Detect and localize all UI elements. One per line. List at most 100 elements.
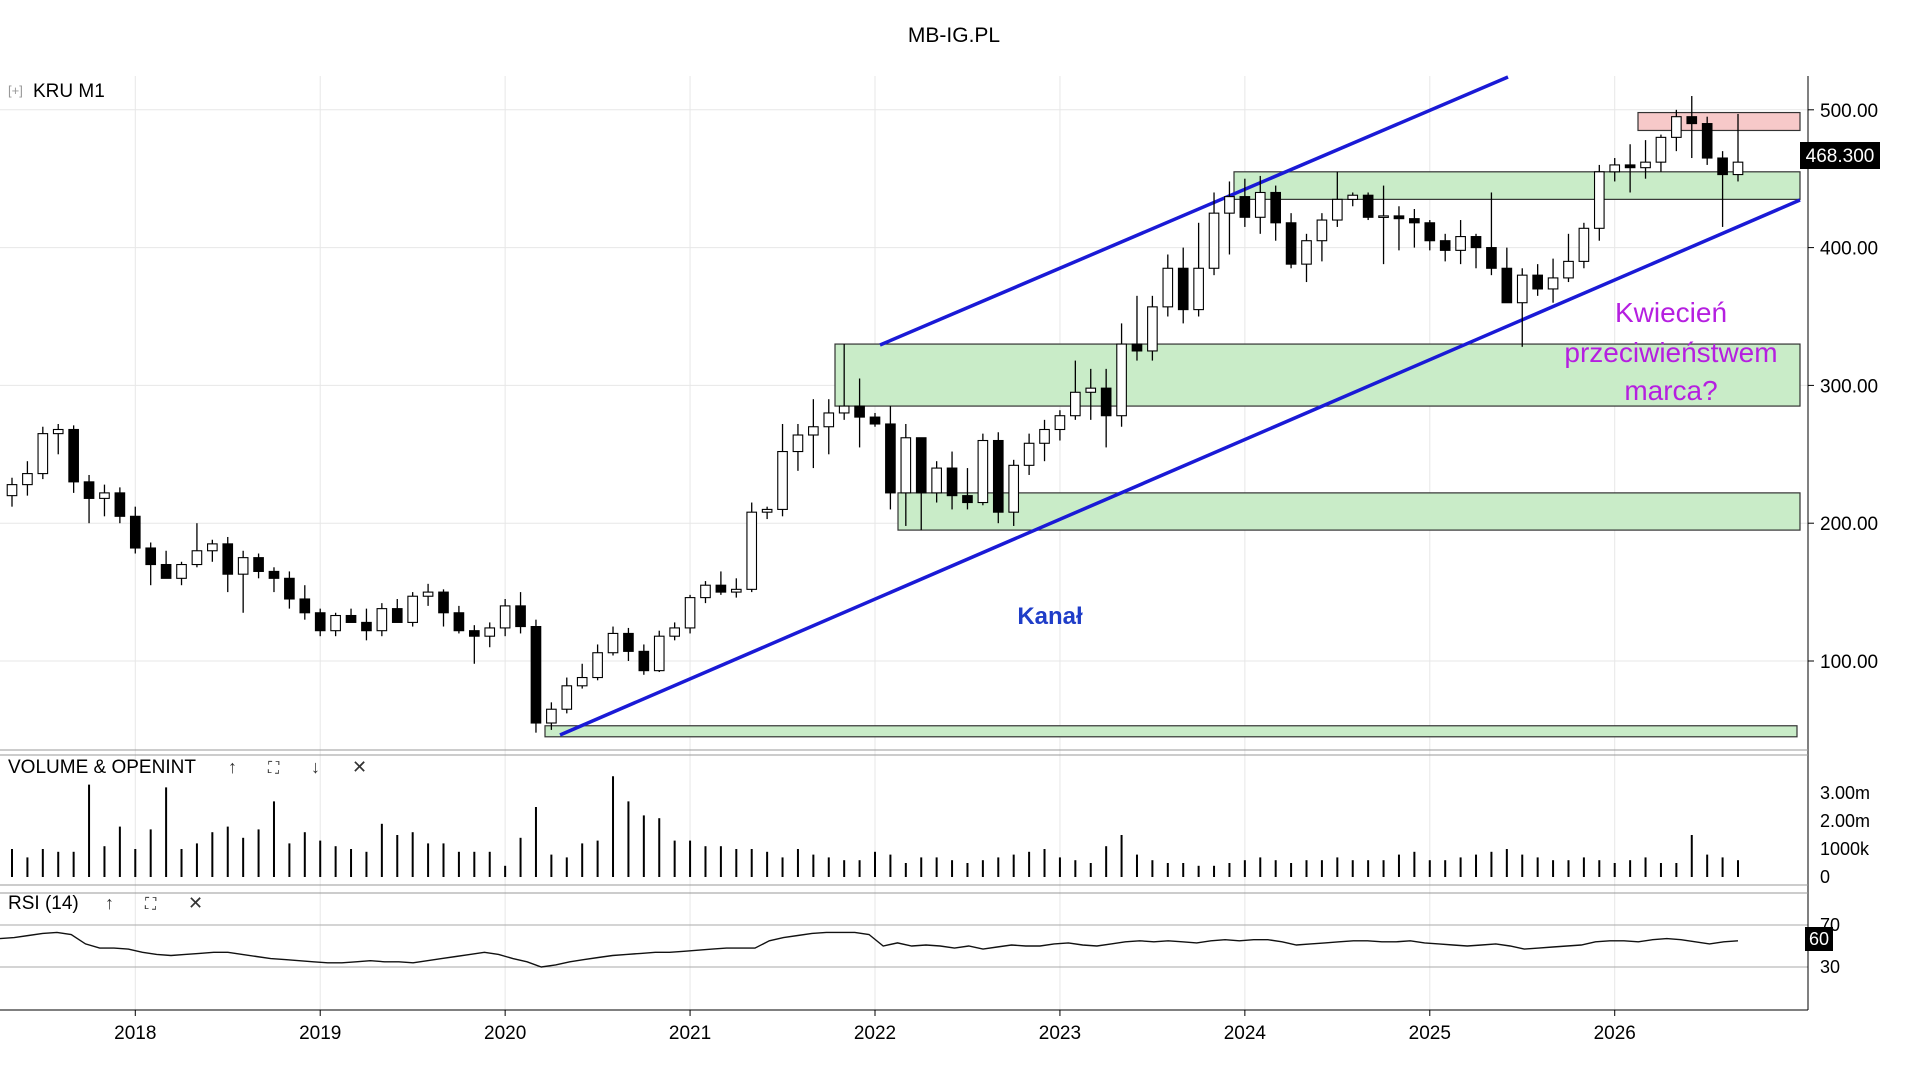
candle-body xyxy=(1239,196,1251,218)
candle-body xyxy=(1347,194,1359,200)
volume-maximize-icon[interactable]: ⛶ xyxy=(268,760,280,777)
candles xyxy=(6,96,1744,733)
candle-body xyxy=(592,652,603,679)
price-tick-label: 400.00 xyxy=(1820,239,1878,260)
candle-body xyxy=(1640,161,1651,169)
candle-body xyxy=(1331,198,1343,221)
candle-body xyxy=(561,685,573,710)
candle-body xyxy=(715,584,727,593)
candle-body xyxy=(145,547,157,566)
candle-body xyxy=(900,437,912,494)
year-tick-label: 2026 xyxy=(1594,1023,1636,1044)
candle-body xyxy=(530,625,542,724)
candle-body xyxy=(823,412,835,428)
candle-body xyxy=(453,612,465,632)
candle-body xyxy=(808,426,819,436)
price-tick-label: 200.00 xyxy=(1820,514,1878,535)
candle-body xyxy=(330,614,341,632)
rsi-last-tag xyxy=(1805,927,1833,951)
candle-body xyxy=(83,481,95,499)
volume-panel-title: VOLUME & OPENINT xyxy=(8,757,196,778)
candle-body xyxy=(946,467,958,497)
symbol-expand-icon[interactable]: [+] xyxy=(8,83,23,98)
candle-body xyxy=(1516,274,1528,304)
volume-tick-label: 0 xyxy=(1820,867,1830,887)
candle-body xyxy=(623,632,634,652)
candle-body xyxy=(1254,191,1266,218)
year-tick-label: 2022 xyxy=(854,1023,896,1044)
candle-body xyxy=(700,584,711,599)
candle-body xyxy=(1008,464,1020,513)
candle-body xyxy=(1316,219,1328,242)
candle-body xyxy=(546,708,557,724)
candle-body xyxy=(962,495,973,504)
candle-body xyxy=(361,621,372,632)
candle-body xyxy=(838,405,850,414)
candle-body xyxy=(114,492,126,517)
candle-body xyxy=(176,563,187,579)
rsi-series-line xyxy=(0,931,1739,968)
zones xyxy=(544,111,1801,738)
annotation-question-line-1: Kwiecień xyxy=(1615,297,1727,328)
candle-body xyxy=(1547,277,1559,290)
candle-body xyxy=(1701,123,1713,159)
candle-body xyxy=(1409,218,1420,224)
volume-close-icon[interactable]: ✕ xyxy=(352,757,367,777)
annotation-question-line-3: marca? xyxy=(1624,375,1717,406)
candle-body xyxy=(1563,260,1574,279)
candle-body xyxy=(1578,227,1590,262)
candle-body xyxy=(345,614,357,623)
rsi-panel-title: RSI (14) xyxy=(8,893,79,914)
last-price-tag xyxy=(1800,142,1880,169)
candle-body xyxy=(6,484,18,497)
volume-move-up-icon[interactable]: ↑ xyxy=(228,757,237,777)
candle-body xyxy=(422,591,434,597)
candle-body xyxy=(1301,240,1312,265)
candle-body xyxy=(1270,191,1282,224)
candle-body xyxy=(931,467,942,494)
candle-body xyxy=(1439,240,1451,251)
rsi-maximize-icon[interactable]: ⛶ xyxy=(145,896,157,913)
volume-tick-label: 2.00m xyxy=(1820,811,1870,831)
annotation-question-line-2: przeciwieństwem xyxy=(1564,337,1777,368)
rsi-close-icon[interactable]: ✕ xyxy=(188,893,203,913)
candle-body xyxy=(653,635,665,672)
support-zone xyxy=(897,492,1801,531)
page-title: MB-IG.PL xyxy=(908,24,1000,47)
candle-body xyxy=(1655,136,1667,163)
candle-body xyxy=(992,439,1004,513)
candle-body xyxy=(1686,116,1698,125)
candle-body xyxy=(915,437,927,494)
resistance-zone xyxy=(1637,111,1801,132)
rsi-move-up-icon[interactable]: ↑ xyxy=(105,893,114,913)
year-tick-label: 2024 xyxy=(1224,1023,1267,1044)
candle-body xyxy=(468,630,480,637)
year-tick-label: 2020 xyxy=(484,1023,526,1044)
candle-body xyxy=(391,608,403,623)
candle-body xyxy=(1177,267,1189,311)
candle-body xyxy=(746,511,758,590)
candle-body xyxy=(761,508,773,513)
channel xyxy=(559,75,1801,737)
candle-body xyxy=(207,543,218,552)
candle-body xyxy=(1023,442,1035,466)
channel-lower-line xyxy=(559,198,1801,737)
last-price-label: 468.300 xyxy=(1806,146,1875,167)
candle-body xyxy=(730,588,742,593)
candle-body xyxy=(1470,236,1482,249)
volume-tick-label: 3.00m xyxy=(1820,783,1870,803)
candle-body xyxy=(854,405,865,418)
candle-body xyxy=(499,605,511,629)
candle-body xyxy=(22,473,33,486)
candle-body xyxy=(1455,236,1466,251)
candle-body xyxy=(1717,157,1728,176)
candle-body xyxy=(515,605,526,628)
annotation-channel: Kanał xyxy=(1017,603,1083,630)
candle-body xyxy=(777,450,788,510)
volume-move-down-icon[interactable]: ↓ xyxy=(311,757,320,777)
volume-tick-label: 1000k xyxy=(1820,839,1870,859)
candle-body xyxy=(684,597,696,629)
candle-body xyxy=(68,428,79,483)
